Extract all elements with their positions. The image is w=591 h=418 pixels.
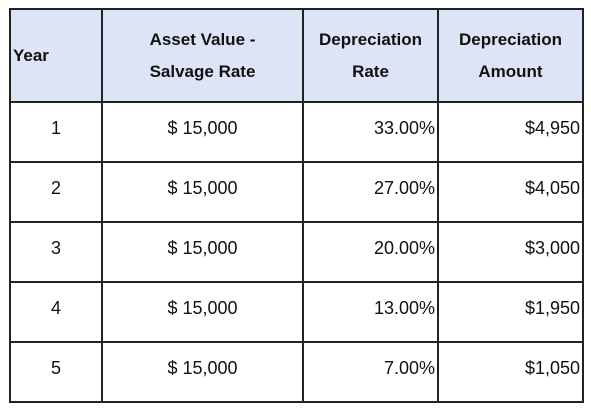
cell-text: 27.00% bbox=[373, 177, 435, 198]
table-cell: 5 bbox=[9, 341, 103, 403]
table-cell: 7.00% bbox=[302, 341, 439, 403]
table-cell: 3 bbox=[9, 221, 103, 283]
table-cell: 1 bbox=[9, 101, 103, 163]
cell-text: 2 bbox=[50, 177, 61, 198]
table-cell: $ 15,000 bbox=[101, 101, 304, 163]
cell-text: $ 15,000 bbox=[167, 357, 238, 378]
table-cell: 13.00% bbox=[302, 281, 439, 343]
table-row: 1 $ 15,000 33.00% $4,950 bbox=[9, 101, 584, 163]
header-text: Asset Value - bbox=[149, 29, 256, 49]
cell-text: $4,950 bbox=[524, 117, 580, 138]
header-text: Rate bbox=[352, 61, 389, 81]
header-text: Depreciation bbox=[459, 29, 562, 49]
cell-text: $4,050 bbox=[524, 177, 580, 198]
cell-text: $1,950 bbox=[524, 297, 580, 318]
cell-text: 13.00% bbox=[373, 297, 435, 318]
table-body: 1 $ 15,000 33.00% $4,950 2 $ 15,000 27.00% $4,0… bbox=[9, 101, 584, 403]
table-cell: $ 15,000 bbox=[101, 341, 304, 403]
cell-text: 33.00% bbox=[373, 117, 435, 138]
table-cell: 4 bbox=[9, 281, 103, 343]
table-cell: 27.00% bbox=[302, 161, 439, 223]
depreciation-table: Year Asset Value - Salvage Rate Depreciatio… bbox=[9, 8, 584, 403]
cell-text: $ 15,000 bbox=[167, 117, 238, 138]
header-cell: Year bbox=[9, 8, 103, 103]
cell-text: 4 bbox=[50, 297, 61, 318]
table-cell: 2 bbox=[9, 161, 103, 223]
table-row: 5 $ 15,000 7.00% $1,050 bbox=[9, 341, 584, 403]
table-row: 4 $ 15,000 13.00% $1,950 bbox=[9, 281, 584, 343]
table-cell: $3,000 bbox=[437, 221, 584, 283]
cell-text: 1 bbox=[50, 117, 61, 138]
header-text: Depreciation bbox=[319, 29, 422, 49]
table-cell: $4,050 bbox=[437, 161, 584, 223]
header-row: Year Asset Value - Salvage Rate Depreciatio… bbox=[9, 8, 584, 103]
cell-text: 5 bbox=[50, 357, 61, 378]
cell-text: $ 15,000 bbox=[167, 297, 238, 318]
table-cell: $4,950 bbox=[437, 101, 584, 163]
cell-text: 20.00% bbox=[373, 237, 435, 258]
header-cell: Asset Value - Salvage Rate bbox=[101, 8, 304, 103]
cell-text: $ 15,000 bbox=[167, 237, 238, 258]
header-text: Salvage Rate bbox=[149, 61, 256, 81]
table-cell: $1,050 bbox=[437, 341, 584, 403]
cell-text: $ 15,000 bbox=[167, 177, 238, 198]
table-cell: $ 15,000 bbox=[101, 221, 304, 283]
header-text: Amount bbox=[478, 61, 543, 81]
header-cell: Depreciation Amount bbox=[437, 8, 584, 103]
header-text: Year bbox=[13, 45, 49, 65]
header-cell: Depreciation Rate bbox=[302, 8, 439, 103]
table-cell: 20.00% bbox=[302, 221, 439, 283]
table-row: 2 $ 15,000 27.00% $4,050 bbox=[9, 161, 584, 223]
table-row: 3 $ 15,000 20.00% $3,000 bbox=[9, 221, 584, 283]
cell-text: $1,050 bbox=[524, 357, 580, 378]
table-cell: $ 15,000 bbox=[101, 161, 304, 223]
table-cell: $1,950 bbox=[437, 281, 584, 343]
table-cell: 33.00% bbox=[302, 101, 439, 163]
cell-text: 3 bbox=[50, 237, 61, 258]
cell-text: 7.00% bbox=[383, 357, 435, 378]
table-cell: $ 15,000 bbox=[101, 281, 304, 343]
cell-text: $3,000 bbox=[524, 237, 580, 258]
